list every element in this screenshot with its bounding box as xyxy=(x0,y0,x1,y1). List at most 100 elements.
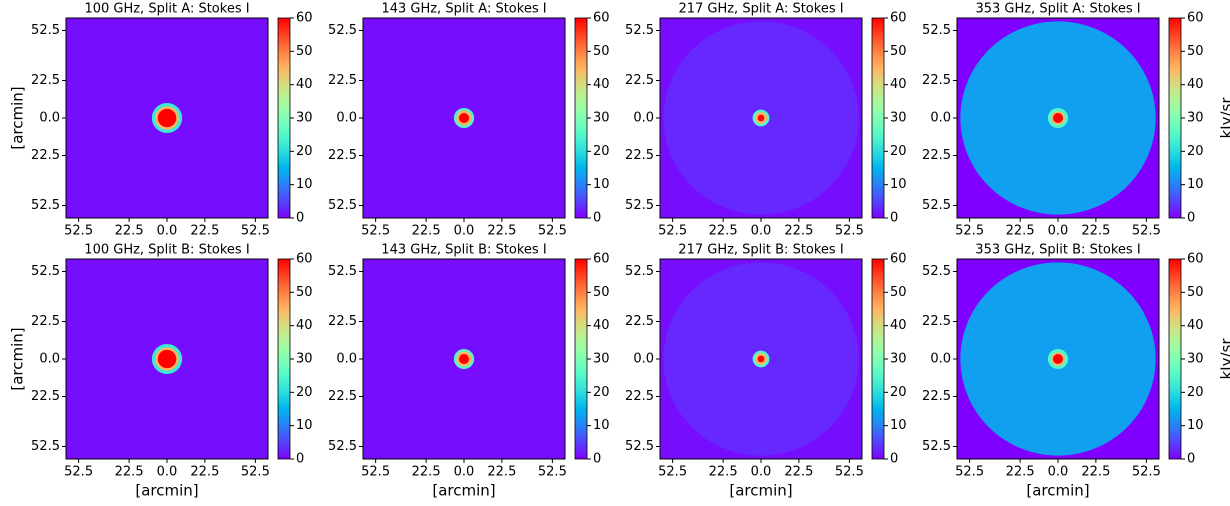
colorbar-tick-label: 20 xyxy=(1187,385,1204,400)
colorbar-tick-label: 60 xyxy=(296,11,313,26)
y-tick-label: 52.5 xyxy=(31,439,60,454)
y-tick-label: 52.5 xyxy=(328,23,357,38)
intensity-region xyxy=(157,108,177,128)
colorbar-tick-label: 40 xyxy=(593,318,610,333)
y-tick-label: 22.5 xyxy=(31,314,60,329)
panel-title: 353 GHz, Split B: Stokes I xyxy=(975,243,1140,258)
y-tick-label: 22.5 xyxy=(625,148,654,163)
y-tick-label: 22.5 xyxy=(328,314,357,329)
colorbar-tick-label: 10 xyxy=(296,418,313,433)
colorbar xyxy=(871,17,885,219)
panel-title: 143 GHz, Split B: Stokes I xyxy=(381,243,546,258)
y-tick-label: 22.5 xyxy=(922,73,951,88)
panel: 52.5 22.5 0.0 22.5 52.5 52.5 22.5 0.0 22.5 52.5 21… xyxy=(625,2,907,239)
colorbar-tick-label: 0 xyxy=(1187,452,1195,467)
y-tick-label: 22.5 xyxy=(922,314,951,329)
y-tick-label: 22.5 xyxy=(31,73,60,88)
panel: 52.5 22.5 0.0 22.5 52.5 52.5 22.5 0.0 22.5 52.5 14… xyxy=(328,2,610,239)
y-tick-label: 0.0 xyxy=(633,352,654,367)
colorbar-tick-label: 30 xyxy=(1187,352,1204,367)
y-tick-label: 22.5 xyxy=(31,389,60,404)
colorbar-tick-label: 20 xyxy=(593,144,610,159)
x-tick-label: 22.5 xyxy=(190,224,219,239)
colorbar-label: kJy/sr xyxy=(1218,97,1230,139)
colorbar-tick-label: 30 xyxy=(296,111,313,126)
y-axis-label: [arcmin] xyxy=(9,86,27,149)
y-tick-label: 0.0 xyxy=(633,111,654,126)
colorbar xyxy=(1168,17,1182,219)
intensity-region xyxy=(458,113,470,123)
colorbar-tick-label: 20 xyxy=(890,385,907,400)
x-tick-label: 22.5 xyxy=(115,224,144,239)
colorbar-tick-label: 50 xyxy=(1187,44,1204,59)
colorbar-tick-label: 10 xyxy=(296,177,313,192)
colorbar-tick-label: 50 xyxy=(1187,285,1204,300)
intensity-region xyxy=(757,355,765,363)
colorbar-tick-label: 60 xyxy=(1187,252,1204,267)
heatmap xyxy=(66,259,268,459)
x-tick-label: 0.0 xyxy=(157,465,178,480)
colorbar-tick-label: 60 xyxy=(1187,11,1204,26)
x-tick-label: 22.5 xyxy=(784,465,813,480)
intensity-region xyxy=(1052,113,1064,123)
x-tick-label: 0.0 xyxy=(751,224,772,239)
panel: 52.5 22.5 0.0 22.5 52.5 52.5 22.5 0.0 22.5 52.5 35… xyxy=(922,243,1230,500)
x-tick-label: 52.5 xyxy=(835,224,864,239)
x-tick-label: 0.0 xyxy=(454,224,475,239)
y-tick-label: 52.5 xyxy=(328,198,357,213)
x-tick-label: 52.5 xyxy=(241,465,270,480)
colorbar-tick-label: 30 xyxy=(890,111,907,126)
x-axis-label: [arcmin] xyxy=(729,482,792,500)
colorbar-tick-label: 40 xyxy=(593,77,610,92)
x-tick-label: 52.5 xyxy=(538,224,567,239)
y-tick-label: 52.5 xyxy=(922,439,951,454)
panel-title: 353 GHz, Split A: Stokes I xyxy=(975,2,1140,17)
x-tick-label: 22.5 xyxy=(1006,465,1035,480)
x-tick-label: 0.0 xyxy=(1048,224,1069,239)
colorbar-tick-label: 50 xyxy=(296,44,313,59)
colorbar-tick-label: 40 xyxy=(1187,77,1204,92)
heatmap xyxy=(660,259,862,459)
colorbar-tick-label: 30 xyxy=(593,352,610,367)
colorbar xyxy=(574,258,588,460)
y-tick-label: 22.5 xyxy=(328,148,357,163)
heatmap xyxy=(363,18,565,218)
colorbar-tick-label: 0 xyxy=(1187,211,1195,226)
colorbar-tick-label: 60 xyxy=(593,252,610,267)
y-tick-label: 0.0 xyxy=(930,352,951,367)
y-tick-label: 52.5 xyxy=(31,198,60,213)
y-tick-label: 52.5 xyxy=(922,23,951,38)
y-tick-label: 22.5 xyxy=(328,73,357,88)
colorbar xyxy=(574,17,588,219)
x-tick-label: 52.5 xyxy=(64,224,93,239)
y-tick-label: 0.0 xyxy=(930,111,951,126)
x-tick-label: 52.5 xyxy=(241,224,270,239)
colorbar-tick-label: 20 xyxy=(296,385,313,400)
colorbar-tick-label: 50 xyxy=(890,44,907,59)
panel: 52.5 22.5 0.0 22.5 52.5 52.5 22.5 0.0 22.5 52.5 21… xyxy=(625,243,907,500)
colorbar-tick-label: 60 xyxy=(593,11,610,26)
x-tick-label: 22.5 xyxy=(709,465,738,480)
y-tick-label: 52.5 xyxy=(922,198,951,213)
panel: 52.5 22.5 0.0 22.5 52.5 52.5 22.5 0.0 22.5 52.5 35… xyxy=(922,2,1230,239)
colorbar-tick-label: 40 xyxy=(296,77,313,92)
y-tick-label: 52.5 xyxy=(625,439,654,454)
panel: 52.5 22.5 0.0 22.5 52.5 52.5 22.5 0.0 22.5 52.5 10… xyxy=(9,243,313,500)
colorbar-tick-label: 10 xyxy=(1187,177,1204,192)
colorbar-tick-label: 20 xyxy=(593,385,610,400)
panel-title: 143 GHz, Split A: Stokes I xyxy=(381,2,546,17)
y-tick-label: 22.5 xyxy=(625,389,654,404)
colorbar-tick-label: 60 xyxy=(890,11,907,26)
x-tick-label: 52.5 xyxy=(955,224,984,239)
x-tick-label: 52.5 xyxy=(361,465,390,480)
panel-title: 100 GHz, Split A: Stokes I xyxy=(84,2,249,17)
colorbar xyxy=(871,258,885,460)
colorbar-tick-label: 30 xyxy=(890,352,907,367)
colorbar-tick-label: 0 xyxy=(593,211,601,226)
y-tick-label: 52.5 xyxy=(31,264,60,279)
colorbar-tick-label: 0 xyxy=(296,452,304,467)
x-tick-label: 22.5 xyxy=(1081,465,1110,480)
heatmap xyxy=(363,259,565,459)
x-tick-label: 22.5 xyxy=(412,465,441,480)
colorbar-tick-label: 30 xyxy=(1187,111,1204,126)
